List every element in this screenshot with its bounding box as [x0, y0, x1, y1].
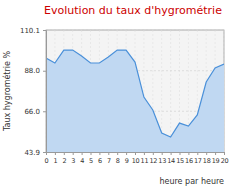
- tick: 6: [98, 152, 102, 165]
- tick-mark: [99, 152, 100, 155]
- tick-mark: [43, 71, 46, 72]
- tick-mark: [171, 152, 172, 155]
- tick: 16: [185, 152, 193, 165]
- chart: Evolution du taux d'hygrométrie Taux hygr…: [0, 0, 250, 188]
- tick-label: 18: [203, 157, 211, 165]
- tick: 18: [203, 152, 211, 165]
- tick: 15: [176, 152, 184, 165]
- tick-mark: [43, 30, 46, 31]
- tick-label: 8: [116, 157, 120, 165]
- tick-label: 20: [221, 157, 229, 165]
- tick-label: 43.9: [24, 149, 40, 157]
- tick: 9: [125, 152, 129, 165]
- tick: 12: [149, 152, 157, 165]
- tick-mark: [43, 111, 46, 112]
- tick-label: 17: [194, 157, 202, 165]
- tick-label: 7: [107, 157, 111, 165]
- tick: 3: [71, 152, 75, 165]
- tick: 19: [212, 152, 220, 165]
- y-axis-title: Taux hygrométrie %: [2, 51, 12, 133]
- tick: 13: [158, 152, 166, 165]
- tick: 88.0: [24, 67, 46, 75]
- tick: 0: [45, 152, 49, 165]
- tick-mark: [206, 152, 207, 155]
- tick-label: 10: [132, 157, 140, 165]
- y-axis: 43.9 66.0 88.0 110.1: [20, 27, 47, 157]
- tick: 110.1: [20, 27, 46, 35]
- title: Evolution du taux d'hygrométrie: [44, 4, 222, 17]
- tick-label: 110.1: [20, 27, 40, 35]
- tick-mark: [43, 152, 46, 153]
- tick-label: 0: [45, 157, 49, 165]
- tick: 5: [89, 152, 93, 165]
- tick-mark: [144, 152, 145, 155]
- tick-mark: [55, 152, 56, 155]
- tick-label: 19: [212, 157, 220, 165]
- tick-mark: [197, 152, 198, 155]
- tick: 1: [53, 152, 57, 165]
- tick-label: 4: [80, 157, 84, 165]
- tick-label: 9: [125, 157, 129, 165]
- grid-line: [170, 30, 171, 152]
- tick-mark: [162, 152, 163, 155]
- tick-mark: [224, 152, 225, 155]
- tick-label: 16: [185, 157, 193, 165]
- tick-mark: [215, 152, 216, 155]
- tick: 4: [80, 152, 84, 165]
- tick: 14: [167, 152, 175, 165]
- tick-label: 5: [89, 157, 93, 165]
- tick-label: 3: [71, 157, 75, 165]
- tick-mark: [46, 152, 47, 155]
- tick-label: 14: [167, 157, 175, 165]
- tick: 2: [62, 152, 66, 165]
- tick: 8: [116, 152, 120, 165]
- tick-label: 66.0: [24, 108, 40, 116]
- tick-label: 12: [149, 157, 157, 165]
- tick-label: 13: [158, 157, 166, 165]
- y-axis-line: [43, 31, 47, 153]
- tick-mark: [91, 152, 92, 155]
- plot-frame: [46, 30, 224, 152]
- tick-label: 1: [53, 157, 57, 165]
- area: [46, 50, 224, 152]
- line: [46, 50, 224, 137]
- x-axis-line: [47, 153, 225, 156]
- tick: 20: [221, 152, 229, 165]
- tick: 10: [132, 152, 140, 165]
- tick: 11: [141, 152, 149, 165]
- tick-mark: [188, 152, 189, 155]
- tick-mark: [108, 152, 109, 155]
- tick-mark: [82, 152, 83, 155]
- tick-mark: [180, 152, 181, 155]
- grid: [46, 30, 224, 152]
- x-axis: 01234567891011121314151617181920: [45, 152, 229, 165]
- tick-label: 15: [176, 157, 184, 165]
- tick-mark: [126, 152, 127, 155]
- tick-mark: [135, 152, 136, 155]
- tick-label: 88.0: [24, 67, 40, 75]
- x-axis-title: heure par heure: [159, 177, 224, 186]
- tick-mark: [117, 152, 118, 155]
- tick-mark: [73, 152, 74, 155]
- tick-mark: [64, 152, 65, 155]
- plot-area: [46, 50, 224, 152]
- tick-mark: [153, 152, 154, 155]
- tick: 66.0: [24, 108, 46, 116]
- tick: 43.9: [24, 149, 46, 157]
- tick-label: 2: [62, 157, 66, 165]
- tick: 7: [107, 152, 111, 165]
- tick: 17: [194, 152, 202, 165]
- tick-label: 11: [141, 157, 149, 165]
- tick-label: 6: [98, 157, 102, 165]
